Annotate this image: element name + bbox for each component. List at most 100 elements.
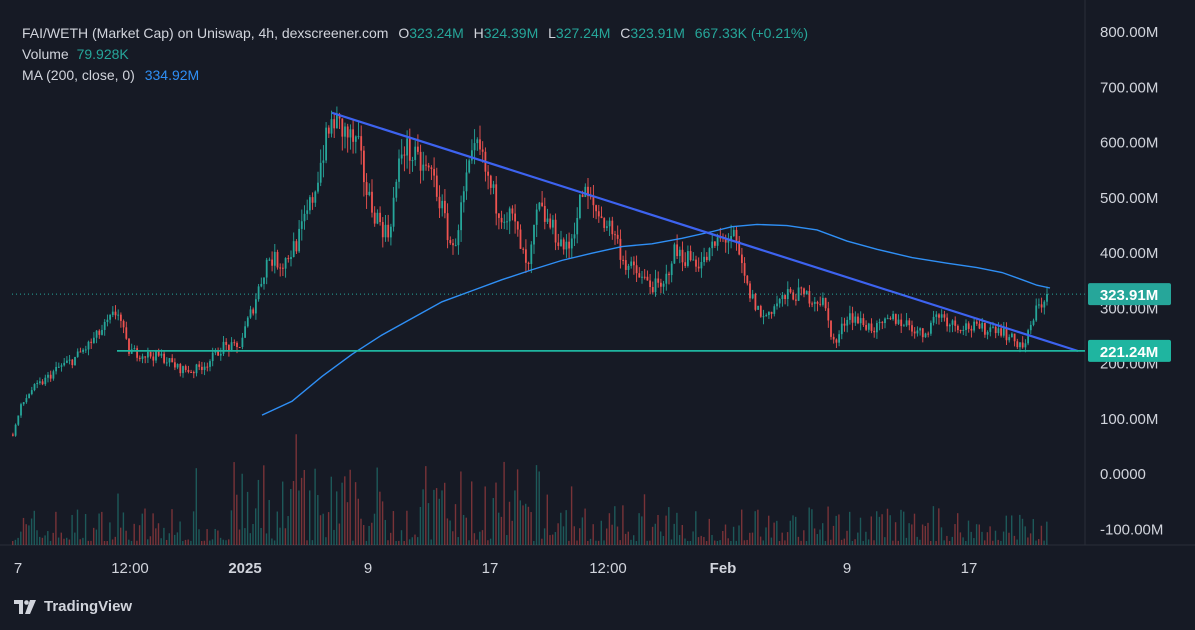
volume-bar xyxy=(120,527,122,545)
candle-body xyxy=(392,197,395,227)
candle-body xyxy=(1011,333,1013,338)
volume-bar xyxy=(822,523,824,545)
volume-bar xyxy=(654,523,656,545)
volume-bar xyxy=(211,539,214,545)
candle-body xyxy=(519,229,522,249)
candle-body xyxy=(624,260,627,270)
candle-body xyxy=(165,362,168,364)
candle-body xyxy=(52,371,55,379)
candle-body xyxy=(973,321,975,331)
volume-bar xyxy=(635,540,638,545)
volume-bar xyxy=(168,533,170,545)
volume-bar xyxy=(128,539,130,545)
candle-body xyxy=(20,404,22,416)
volume-bar xyxy=(1016,539,1018,545)
candle-body xyxy=(716,237,719,246)
candle-body xyxy=(1035,305,1038,321)
volume-bar xyxy=(927,522,929,545)
volume-bar xyxy=(17,537,19,545)
volume-bar xyxy=(1046,521,1048,545)
volume-bar xyxy=(71,514,73,545)
candle-body xyxy=(727,239,730,243)
candle-body xyxy=(984,322,986,335)
volume-bar xyxy=(292,481,295,545)
low-value: 327.24M xyxy=(555,25,611,41)
volume-bar xyxy=(781,532,783,545)
candle-body xyxy=(349,129,352,138)
candle-body xyxy=(533,224,535,245)
volume-bar xyxy=(309,490,311,545)
volume-bar xyxy=(543,528,546,545)
candle-body xyxy=(295,241,298,252)
volume-value: 79.928K xyxy=(76,46,129,62)
candle-body xyxy=(273,251,276,266)
volume-bar xyxy=(217,530,219,545)
candle-body xyxy=(128,338,130,354)
candle-body xyxy=(684,262,687,266)
volume-bar xyxy=(403,540,405,545)
volume-bar xyxy=(568,540,570,545)
candle-body xyxy=(908,320,911,326)
candle-body xyxy=(219,353,222,356)
candle-body xyxy=(176,364,179,368)
volume-bar xyxy=(484,486,486,545)
time-tick-label: 12:00 xyxy=(589,560,627,577)
volume-bar xyxy=(838,514,840,545)
volume-bar xyxy=(932,506,935,545)
volume-bar xyxy=(314,468,316,545)
candle-body xyxy=(851,313,854,323)
volume-series xyxy=(12,434,1048,545)
volume-bar xyxy=(187,539,189,545)
descending-trendline xyxy=(331,111,1079,353)
volume-bar xyxy=(454,504,457,545)
volume-bar xyxy=(967,520,970,545)
ma-value: 334.92M xyxy=(144,67,200,83)
candle-body xyxy=(1002,328,1005,336)
volume-bar xyxy=(435,488,438,545)
volume-bar xyxy=(333,529,335,545)
volume-bar xyxy=(457,537,459,545)
time-tick-label: 12:00 xyxy=(111,560,149,577)
volume-bar xyxy=(565,510,567,545)
volume-bar xyxy=(233,462,235,545)
candle-body xyxy=(662,283,665,287)
candle-body xyxy=(867,323,870,330)
candle-body xyxy=(430,167,433,170)
volume-bar xyxy=(255,508,257,545)
volume-bar xyxy=(66,537,68,545)
candle-body xyxy=(1000,328,1002,336)
candle-body xyxy=(870,323,873,331)
close-value: 323.91M xyxy=(630,25,685,41)
volume-bar xyxy=(811,509,813,545)
candle-body xyxy=(927,333,930,335)
volume-bar xyxy=(228,539,230,545)
volume-bar xyxy=(954,524,956,545)
candle-body xyxy=(28,394,30,399)
candle-body xyxy=(406,138,408,156)
volume-bar xyxy=(492,498,494,545)
tradingview-brand[interactable]: TradingView xyxy=(14,598,132,615)
volume-bar xyxy=(1019,514,1021,545)
volume-bar xyxy=(506,535,508,545)
volume-bar xyxy=(589,538,592,545)
volume-bar xyxy=(122,512,125,545)
volume-bar xyxy=(984,540,986,545)
volume-bar xyxy=(149,536,152,545)
open-value: 323.24M xyxy=(409,25,464,41)
candle-body xyxy=(98,330,101,335)
volume-bar xyxy=(1032,519,1034,545)
candle-body xyxy=(660,282,662,287)
candle-body xyxy=(543,205,546,222)
candle-body xyxy=(743,263,746,276)
candle-body xyxy=(597,211,600,217)
candle-body xyxy=(854,316,857,323)
candle-body xyxy=(986,331,989,335)
volume-bar xyxy=(862,540,864,545)
volume-bar xyxy=(700,535,702,545)
volume-bar xyxy=(994,530,997,545)
volume-bar xyxy=(317,495,319,545)
volume-bar xyxy=(719,540,721,545)
candle-body xyxy=(506,221,508,223)
candle-body xyxy=(541,202,543,206)
